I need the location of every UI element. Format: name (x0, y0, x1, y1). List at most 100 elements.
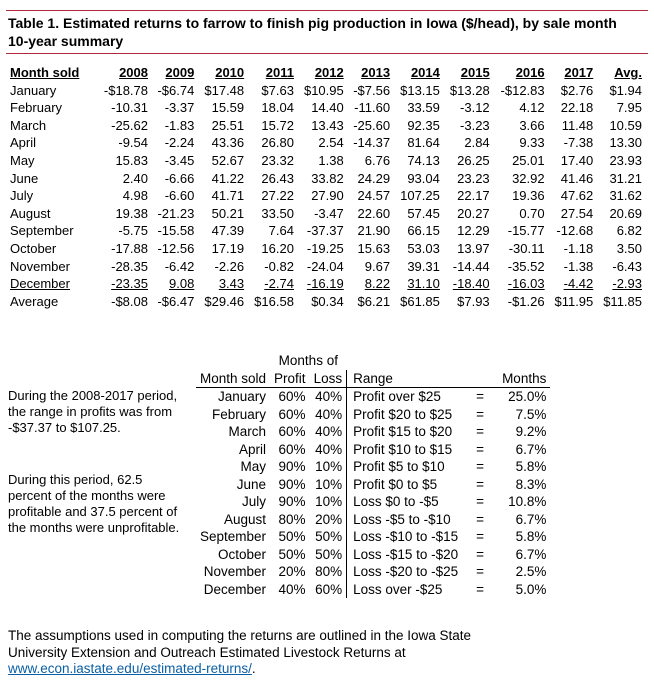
value-cell: -11.60 (354, 100, 391, 116)
value-cell: 25.51 (211, 117, 245, 133)
value-cell: -3.45 (164, 152, 195, 168)
value-cell: -1.38 (563, 258, 594, 274)
value-cell: 43.36 (211, 135, 245, 151)
summary-percent-text: During this period, 62.5 percent of the … (8, 472, 180, 535)
row-label: April (10, 135, 37, 151)
header-cell: 2010 (215, 65, 245, 80)
value-cell: $2.76 (560, 82, 594, 98)
table-row: August 80% 20% Loss -$5 to -$10 = 6.7% (196, 510, 550, 528)
value-cell: -$12.83 (500, 82, 545, 98)
table-row: September 50% 50% Loss -$10 to -$15 = 5.8% (196, 528, 550, 546)
row-label: September (10, 223, 74, 239)
header-cell: Avg. (614, 65, 642, 80)
value-cell: 20.69 (609, 205, 642, 221)
equals-sign: = (476, 494, 485, 509)
month-label: February (212, 406, 267, 422)
value-cell: 93.04 (407, 170, 440, 186)
equals-sign: = (476, 424, 485, 439)
value-cell: 22.17 (457, 188, 490, 204)
value-cell: 33.59 (407, 100, 440, 116)
range-cell: Loss $0 to -$5 (346, 493, 463, 511)
month-label: April (239, 441, 267, 457)
table-row: April -9.54 -2.24 43.36 26.80 2.54 -14.37 81.64… (8, 134, 642, 152)
value-cell: 3.50 (616, 240, 642, 256)
value-cell: -$6.74 (157, 82, 195, 98)
footer-trail: . (251, 661, 256, 676)
title-line-2: 10-year summary (8, 33, 124, 49)
month-label: January (218, 389, 267, 404)
table-row: September -5.75 -15.58 47.39 7.64 -37.37 21.90… (8, 222, 642, 240)
profit-cell: 90% (278, 494, 306, 509)
row-label: Average (10, 293, 59, 309)
loss-cell: 50% (315, 546, 343, 562)
value-cell: -2.24 (164, 135, 195, 151)
row-label: December (10, 276, 70, 292)
value-cell: -6.42 (164, 258, 195, 274)
value-cell: $10.95 (303, 82, 344, 98)
value-cell: 15.83 (115, 152, 148, 168)
profit-cell: 90% (278, 459, 306, 474)
value-cell: 52.67 (211, 152, 245, 168)
table-row: June 90% 10% Profit $0 to $5 = 8.3% (196, 475, 550, 493)
value-cell: 15.72 (261, 117, 294, 133)
equals-sign: = (476, 459, 485, 474)
equals-sign: = (476, 476, 485, 492)
value-cell: 19.36 (512, 188, 545, 204)
range-cell: Loss -$5 to -$10 (346, 510, 463, 528)
month-label: May (240, 459, 267, 474)
value-cell: 3.66 (519, 117, 545, 133)
value-cell: 0.70 (519, 205, 545, 221)
loss-cell: 40% (315, 406, 343, 422)
month-label: October (218, 546, 267, 562)
value-cell: 12.29 (457, 223, 490, 239)
value-cell: -23.35 (111, 276, 148, 292)
equals-sign: = (476, 389, 485, 404)
row-label: August (10, 205, 51, 221)
value-cell: 13.43 (311, 117, 344, 133)
value-cell: 24.57 (357, 188, 391, 204)
value-cell: 17.19 (211, 240, 245, 256)
value-cell: -15.58 (157, 223, 195, 239)
range-cell: Loss -$20 to -$25 (346, 563, 463, 581)
value-cell: -16.03 (507, 276, 545, 292)
table-row: February 60% 40% Profit $20 to $25 = 7.5% (196, 405, 550, 423)
loss-cell: 60% (315, 581, 343, 597)
profit-cell: 60% (278, 406, 306, 422)
col-profit: Profit (270, 369, 310, 388)
equals-sign: = (476, 511, 485, 527)
row-label: July (10, 188, 34, 204)
table-row: December 40% 60% Loss over -$25 = 5.0% (196, 580, 550, 598)
value-cell: 31.62 (609, 188, 642, 204)
value-cell: -$1.26 (507, 293, 545, 309)
value-cell: 18.04 (261, 100, 294, 116)
value-cell: 15.59 (211, 100, 245, 116)
profit-cell: 50% (278, 529, 306, 544)
value-cell: 6.76 (364, 152, 391, 168)
table-row: Average -$8.08 -$6.47 $29.46 $16.58 $0.34 $6.2… (8, 293, 642, 311)
month-label: July (242, 494, 267, 509)
footer-link[interactable]: www.econ.iastate.edu/estimated-returns/ (8, 661, 252, 676)
value-cell: -2.93 (612, 276, 642, 292)
value-cell: 7.95 (616, 100, 642, 116)
value-cell: 32.92 (512, 170, 545, 186)
profit-cell: 60% (278, 441, 306, 457)
value-cell: 27.54 (560, 205, 594, 221)
table-row: July 90% 10% Loss $0 to -$5 = 10.8% (196, 493, 550, 511)
value-cell: 22.60 (357, 205, 391, 221)
value-cell: 26.43 (261, 170, 294, 186)
value-cell: 8.22 (364, 276, 391, 292)
header-cell: 2016 (515, 65, 545, 80)
range-cell: Profit $20 to $25 (346, 405, 463, 423)
value-cell: 20.27 (457, 205, 490, 221)
value-cell: -5.75 (118, 223, 148, 239)
value-cell: 19.38 (115, 205, 148, 221)
value-cell: -3.23 (460, 117, 490, 133)
value-cell: 25.01 (512, 152, 545, 168)
header-cell: 2015 (460, 65, 490, 80)
value-cell: 23.23 (457, 170, 490, 186)
value-cell: 4.12 (519, 100, 545, 116)
col-range: Range (346, 369, 463, 388)
table-row: February -10.31 -3.37 15.59 18.04 14.40 -11.60… (8, 99, 642, 117)
value-cell: 2.54 (318, 135, 344, 151)
value-cell: 13.97 (457, 240, 490, 256)
